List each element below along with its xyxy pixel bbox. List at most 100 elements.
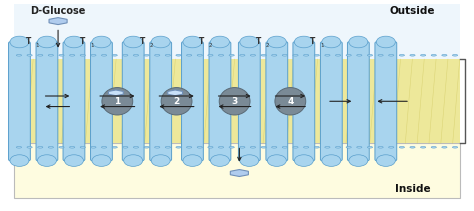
Ellipse shape [442,146,447,148]
FancyBboxPatch shape [122,41,144,161]
FancyBboxPatch shape [347,41,369,161]
Ellipse shape [303,146,309,148]
Ellipse shape [123,54,128,56]
Ellipse shape [452,146,458,148]
Ellipse shape [282,54,288,56]
Polygon shape [168,90,182,96]
Text: T: T [199,37,204,46]
Ellipse shape [92,36,111,48]
Ellipse shape [399,54,404,56]
Ellipse shape [91,54,96,56]
Text: 2: 2 [209,43,212,48]
Ellipse shape [378,146,383,148]
Ellipse shape [91,146,96,148]
FancyBboxPatch shape [63,41,85,161]
Ellipse shape [176,146,181,148]
Ellipse shape [346,146,351,148]
Text: T: T [139,37,145,46]
Ellipse shape [37,54,43,56]
FancyBboxPatch shape [209,41,231,161]
Ellipse shape [144,146,149,148]
Ellipse shape [275,88,306,115]
Ellipse shape [59,146,64,148]
Ellipse shape [431,54,437,56]
Ellipse shape [219,54,224,56]
Ellipse shape [155,146,160,148]
Ellipse shape [378,54,383,56]
Ellipse shape [431,146,437,148]
Text: 1: 1 [114,97,120,106]
Ellipse shape [442,54,447,56]
Ellipse shape [133,54,138,56]
Text: Outside: Outside [390,6,435,16]
Ellipse shape [240,155,259,166]
Ellipse shape [101,54,107,56]
Text: 4: 4 [287,97,293,106]
Ellipse shape [133,146,138,148]
Ellipse shape [27,146,32,148]
Ellipse shape [322,155,341,166]
Ellipse shape [197,54,202,56]
Ellipse shape [210,36,229,48]
Ellipse shape [112,54,117,56]
Ellipse shape [123,146,128,148]
Ellipse shape [272,146,277,148]
FancyBboxPatch shape [150,41,172,161]
Ellipse shape [367,146,373,148]
FancyBboxPatch shape [266,41,288,161]
Ellipse shape [208,54,213,56]
Ellipse shape [219,88,250,115]
Ellipse shape [314,54,319,56]
Ellipse shape [16,146,22,148]
Ellipse shape [261,146,266,148]
Text: 2: 2 [265,43,269,48]
FancyBboxPatch shape [320,41,342,161]
Ellipse shape [357,54,362,56]
Ellipse shape [399,146,404,148]
Bar [14,4,460,59]
Ellipse shape [64,36,83,48]
Ellipse shape [229,54,234,56]
Ellipse shape [240,146,245,148]
Ellipse shape [27,54,32,56]
Ellipse shape [151,36,170,48]
Ellipse shape [420,146,426,148]
Ellipse shape [389,54,394,56]
Text: T: T [310,37,316,46]
Ellipse shape [240,54,245,56]
Ellipse shape [176,54,181,56]
Ellipse shape [92,155,111,166]
Text: Inside: Inside [394,184,430,194]
Ellipse shape [357,146,362,148]
Text: D-Glucose: D-Glucose [30,6,86,16]
Ellipse shape [272,54,277,56]
Ellipse shape [37,36,56,48]
Ellipse shape [410,146,415,148]
FancyBboxPatch shape [182,41,203,161]
Ellipse shape [322,36,341,48]
Ellipse shape [219,146,224,148]
Ellipse shape [37,155,56,166]
Ellipse shape [161,88,192,115]
Ellipse shape [64,155,83,166]
Ellipse shape [124,36,143,48]
Ellipse shape [389,146,394,148]
Ellipse shape [303,54,309,56]
Ellipse shape [48,146,54,148]
Ellipse shape [101,146,107,148]
Ellipse shape [250,54,255,56]
Ellipse shape [59,54,64,56]
Ellipse shape [267,36,286,48]
Ellipse shape [376,36,395,48]
Polygon shape [49,18,67,24]
Ellipse shape [267,155,286,166]
FancyBboxPatch shape [375,41,397,161]
Ellipse shape [80,54,85,56]
Text: 2: 2 [149,43,153,48]
Ellipse shape [186,54,192,56]
Bar [14,59,460,143]
Text: 2: 2 [173,97,180,106]
Ellipse shape [250,146,255,148]
Ellipse shape [314,146,319,148]
Polygon shape [230,170,248,176]
